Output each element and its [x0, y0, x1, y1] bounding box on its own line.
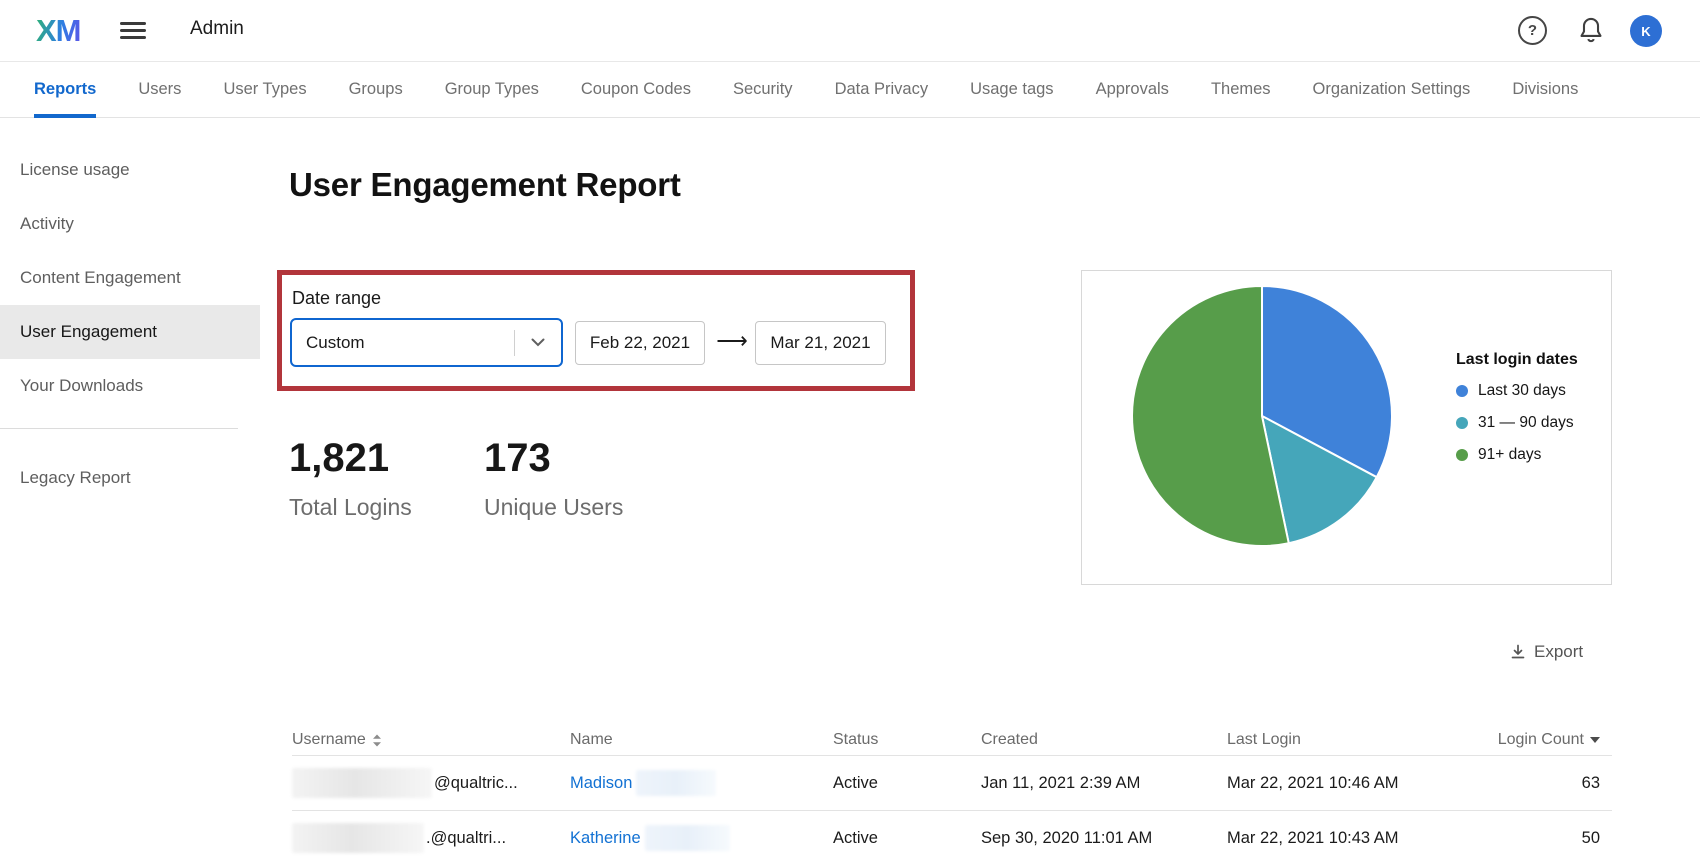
tab-usage-tags[interactable]: Usage tags	[970, 80, 1054, 98]
pie-slice-2	[1131, 284, 1290, 547]
column-header-username[interactable]: Username	[292, 731, 570, 749]
select-divider	[514, 329, 515, 356]
export-label: Export	[1534, 642, 1584, 661]
sort-desc-icon	[1590, 737, 1600, 743]
hamburger-menu-icon[interactable]	[120, 22, 146, 40]
legend-item-91-plus-days: 91+ days	[1456, 446, 1578, 464]
tab-user-types[interactable]: User Types	[223, 80, 307, 98]
name-cell: Katherine	[570, 825, 833, 851]
date-range-label: Date range	[292, 288, 382, 308]
column-header-login-count[interactable]: Login Count	[1498, 731, 1612, 749]
status-cell: Active	[833, 773, 878, 792]
pie-slice-1	[1260, 414, 1379, 545]
end-date-input[interactable]: Mar 21, 2021	[755, 321, 886, 365]
tab-data-privacy[interactable]: Data Privacy	[834, 80, 929, 98]
tab-divisions[interactable]: Divisions	[1512, 80, 1579, 98]
column-header-status[interactable]: Status	[833, 731, 879, 748]
tab-security[interactable]: Security	[732, 80, 793, 98]
sidebar-item-content-engagement[interactable]: Content Engagement	[20, 268, 181, 287]
sidebar-item-your-downloads[interactable]: Your Downloads	[20, 376, 144, 395]
xm-logo[interactable]: XM	[36, 13, 81, 48]
date-range-preset-select[interactable]: Custom	[290, 318, 563, 367]
date-range-arrow-icon: ⟶	[716, 328, 748, 353]
login-count-cell: 63	[1581, 773, 1600, 792]
total-logins-label: Total Logins	[289, 494, 412, 520]
legend-label: 31 — 90 days	[1478, 414, 1574, 431]
user-avatar[interactable]: K	[1630, 15, 1662, 47]
date-range-preset-value: Custom	[306, 332, 365, 352]
tab-reports[interactable]: Reports	[34, 62, 97, 118]
username-suffix: .@qualtri...	[426, 828, 507, 847]
column-header-last-login[interactable]: Last Login	[1227, 731, 1301, 748]
tab-coupon-codes[interactable]: Coupon Codes	[580, 80, 691, 98]
start-date-input[interactable]: Feb 22, 2021	[575, 321, 705, 365]
tab-approvals[interactable]: Approvals	[1095, 80, 1169, 98]
table-header-row: Username Name Status Created Last Login …	[292, 725, 1612, 755]
tab-groups[interactable]: Groups	[348, 80, 403, 98]
name-cell: Madison	[570, 770, 833, 796]
tab-group-types[interactable]: Group Types	[444, 80, 539, 98]
redacted-last-name	[636, 770, 717, 796]
tab-users[interactable]: Users	[138, 80, 182, 98]
user-name-link[interactable]: Madison	[570, 773, 633, 792]
username-cell: @qualtric...	[292, 768, 570, 798]
last-login-cell: Mar 22, 2021 10:46 AM	[1227, 773, 1399, 792]
reports-sidebar: License usage Activity Content Engagemen…	[0, 118, 260, 505]
export-button[interactable]: Export	[1510, 642, 1583, 662]
chart-legend: Last login dates Last 30 days 31 — 90 da…	[1456, 351, 1578, 478]
redacted-username	[292, 768, 432, 798]
admin-tab-bar: Reports Users User Types Groups Group Ty…	[0, 62, 1700, 118]
pie-chart	[1131, 284, 1393, 547]
status-cell: Active	[833, 828, 878, 847]
legend-dot-green	[1456, 449, 1468, 461]
top-header: XM Admin ? K	[0, 0, 1700, 62]
notifications-bell-icon[interactable]	[1576, 15, 1606, 47]
legend-label: Last 30 days	[1478, 382, 1566, 399]
tab-organization-settings[interactable]: Organization Settings	[1312, 80, 1471, 98]
column-header-name[interactable]: Name	[570, 731, 613, 748]
chevron-down-icon	[515, 338, 561, 347]
last-login-cell: Mar 22, 2021 10:43 AM	[1227, 828, 1399, 847]
sidebar-item-license-usage[interactable]: License usage	[20, 160, 130, 179]
sidebar-item-user-engagement[interactable]: User Engagement	[0, 305, 260, 359]
legend-title: Last login dates	[1456, 351, 1578, 368]
created-cell: Jan 11, 2021 2:39 AM	[981, 773, 1141, 792]
unique-users-label: Unique Users	[484, 494, 624, 520]
legend-label: 91+ days	[1478, 446, 1542, 463]
created-cell: Sep 30, 2020 11:01 AM	[981, 828, 1153, 847]
sidebar-item-legacy-report[interactable]: Legacy Report	[20, 468, 131, 487]
username-cell: .@qualtri...	[292, 823, 570, 853]
legend-item-last-30-days: Last 30 days	[1456, 382, 1578, 400]
user-name-link[interactable]: Katherine	[570, 828, 641, 847]
username-suffix: @qualtric...	[434, 773, 518, 792]
page-title: User Engagement Report	[289, 166, 681, 203]
login-count-cell: 50	[1581, 828, 1600, 847]
unique-users-value: 173	[484, 436, 551, 480]
app-title: Admin	[190, 18, 244, 39]
redacted-username	[292, 823, 424, 853]
last-login-chart-card: Last login dates Last 30 days 31 — 90 da…	[1081, 270, 1612, 585]
sidebar-divider	[0, 428, 238, 429]
legend-item-31-90-days: 31 — 90 days	[1456, 414, 1578, 432]
table-row: .@qualtri... Katherine Active Sep 30, 20…	[292, 810, 1612, 865]
help-icon[interactable]: ?	[1518, 16, 1547, 45]
sidebar-item-activity[interactable]: Activity	[20, 214, 74, 233]
column-header-created[interactable]: Created	[981, 731, 1038, 748]
tab-themes[interactable]: Themes	[1210, 80, 1271, 98]
total-logins-value: 1,821	[289, 436, 390, 480]
legend-dot-blue	[1456, 385, 1468, 397]
user-engagement-table: Username Name Status Created Last Login …	[292, 725, 1612, 865]
download-icon	[1511, 644, 1525, 659]
table-row: @qualtric... Madison Active Jan 11, 2021…	[292, 755, 1612, 810]
redacted-last-name	[644, 825, 730, 851]
legend-dot-teal	[1456, 417, 1468, 429]
sort-both-icon	[372, 734, 381, 746]
pie-slice-0	[1261, 284, 1393, 479]
